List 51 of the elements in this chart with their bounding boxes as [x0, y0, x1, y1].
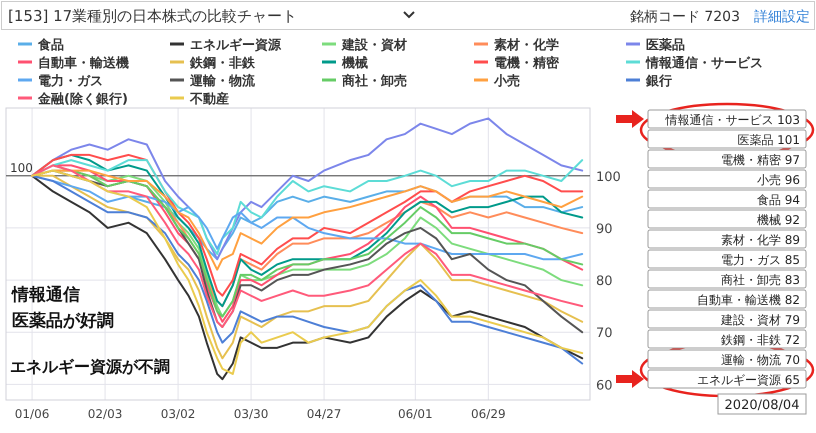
x-tick-label: 06/01: [398, 407, 433, 421]
text: 2020/08/04: [724, 398, 800, 413]
text: 商社・卸売 83: [720, 273, 800, 287]
text: 食品 94: [756, 193, 800, 207]
y-tick-label: 60: [596, 378, 613, 394]
y-tick-label: 90: [596, 222, 613, 237]
x-tick-label: 03/02: [160, 407, 196, 421]
legend-label: 小売: [493, 74, 520, 89]
text: 建設・資材 79: [720, 313, 800, 327]
text: 小売 96: [756, 173, 800, 187]
legend-label: 銀行: [645, 74, 672, 89]
text: 運輸・物流 70: [720, 353, 800, 367]
legend-label: 機械: [341, 56, 368, 71]
text: 医薬品 101: [737, 133, 800, 147]
legend-label: 商社・卸売: [341, 73, 407, 89]
ref-line-label: 100: [10, 160, 33, 175]
x-tick-label: 06/29: [471, 407, 506, 421]
text: 詳細設定: [754, 9, 810, 25]
chart-title: [153] 17業種別の日本株式の比較チャート: [8, 7, 298, 25]
x-tick-label: 03/30: [234, 407, 268, 421]
x-tick-label: 02/03: [88, 407, 122, 421]
legend-label: 鉄鋼・非鉄: [189, 56, 256, 71]
legend-label: 運輸・物流: [189, 73, 256, 89]
legend-label: 素材・化学: [494, 37, 559, 53]
x-tick-label: 01/06: [14, 407, 50, 421]
legend-label: 電力・ガス: [38, 74, 103, 89]
text: 電力・ガス 85: [720, 253, 800, 267]
legend-label: 不動産: [189, 91, 229, 107]
text: 電機・精密 97: [720, 153, 800, 167]
annotation: 医薬品が好調: [12, 311, 114, 331]
text: 銘柄コード 7203: [630, 9, 740, 25]
legend-label: 医薬品: [646, 37, 685, 53]
legend-label: 金融(除く銀行): [37, 92, 128, 107]
legend-label: 電機・精密: [494, 55, 560, 71]
legend-label: エネルギー資源: [190, 38, 282, 53]
annotation: 情報通信: [11, 285, 80, 305]
text: 情報通信・サービス 103: [664, 113, 800, 127]
y-tick-label: 80: [596, 274, 613, 290]
text: 機械 92: [756, 213, 800, 227]
legend-label: 情報通信・サービス: [645, 55, 763, 71]
legend-label: 自動車・輸送機: [38, 56, 129, 71]
y-tick-label: 70: [596, 326, 613, 342]
text: エネルギー資源 65: [696, 373, 800, 387]
text: 素材・化学 89: [720, 233, 800, 247]
text: 自動車・輸送機 82: [696, 293, 800, 307]
y-tick-label: 100: [596, 170, 621, 185]
annotation: エネルギー資源が不調: [10, 357, 170, 376]
x-tick-label: 04/27: [306, 407, 342, 421]
legend-label: 建設・資材: [341, 37, 407, 53]
text: 鉄鋼・非鉄 72: [720, 333, 800, 347]
legend-label: 食品: [37, 38, 64, 53]
